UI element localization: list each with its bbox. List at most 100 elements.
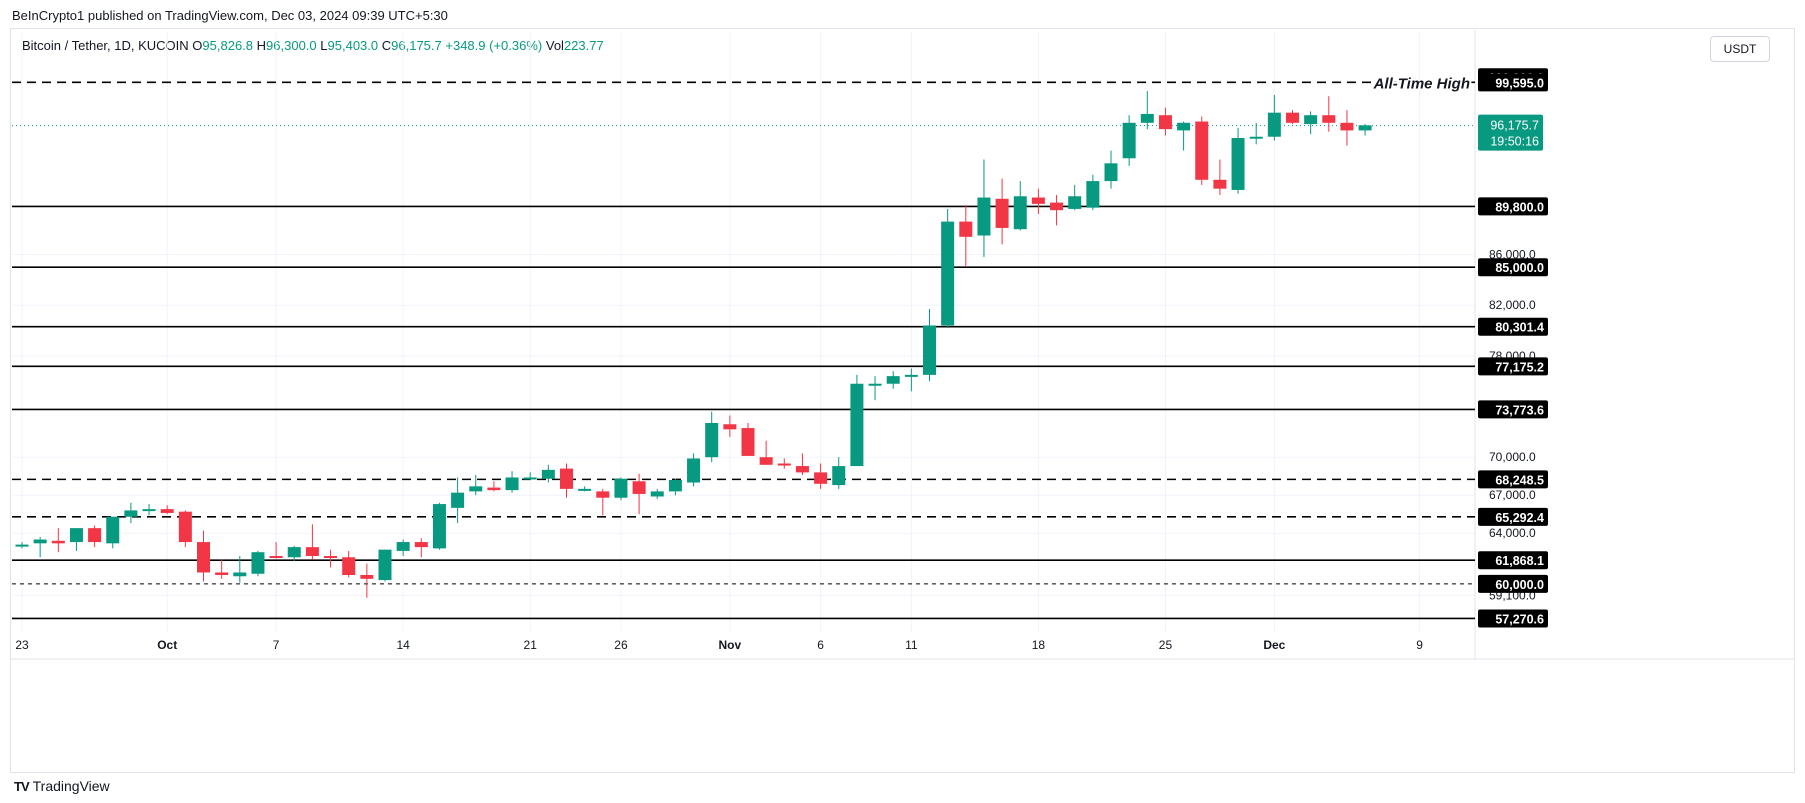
symbol-title[interactable]: Bitcoin / Tether, 1D, KUCOIN <box>22 38 189 53</box>
candle-down[interactable] <box>1213 179 1227 189</box>
candle-up[interactable] <box>578 488 592 491</box>
change-value: +348.9 (+0.36%) <box>445 38 543 53</box>
candle-up[interactable] <box>33 539 47 544</box>
candle-up[interactable] <box>1013 196 1027 230</box>
candle-up[interactable] <box>69 528 83 543</box>
candle-up[interactable] <box>886 376 900 384</box>
candle-up[interactable] <box>505 477 519 491</box>
candle-down[interactable] <box>178 511 192 543</box>
candle-down[interactable] <box>959 221 973 237</box>
candle-up[interactable] <box>1086 181 1100 208</box>
currency-button[interactable]: USDT <box>1710 36 1770 62</box>
tradingview-brand[interactable]: TV TradingView <box>14 778 110 794</box>
candle-down[interactable] <box>197 542 210 573</box>
x-tick-label: 9 <box>1416 638 1423 652</box>
candle-down[interactable] <box>1158 115 1172 130</box>
candle-down[interactable] <box>723 424 737 430</box>
candle-up[interactable] <box>396 542 410 551</box>
y-tick-label: 64,000.0 <box>1489 526 1536 540</box>
candle-down[interactable] <box>795 466 809 473</box>
candle-down[interactable] <box>269 556 283 558</box>
ohlc-legend: Bitcoin / Tether, 1D, KUCOIN O95,826.8 H… <box>22 38 604 53</box>
candle-up[interactable] <box>941 221 955 326</box>
candle-down[interactable] <box>414 542 428 548</box>
candle-up[interactable] <box>432 504 446 549</box>
candle-up[interactable] <box>378 549 392 581</box>
candle-down[interactable] <box>305 547 319 556</box>
level-price-label: 60,000.0 <box>1495 578 1544 592</box>
candle-up[interactable] <box>1068 196 1082 209</box>
candle-down[interactable] <box>88 528 102 543</box>
candle-down[interactable] <box>1050 202 1064 211</box>
candle-down[interactable] <box>215 572 229 575</box>
candle-up[interactable] <box>705 423 719 458</box>
candle-up[interactable] <box>687 458 701 483</box>
all-time-high-annotation: All-Time High <box>1373 75 1470 92</box>
candle-up[interactable] <box>614 478 628 498</box>
candle-up[interactable] <box>1104 163 1118 182</box>
level-price-label: 65,292.4 <box>1495 511 1544 525</box>
open-value: 95,826.8 <box>202 38 254 53</box>
x-tick-label: 25 <box>1159 638 1173 652</box>
x-tick-label: 14 <box>396 638 410 652</box>
level-price-label: 85,000.0 <box>1495 261 1544 275</box>
level-price-tag <box>1478 470 1548 489</box>
candle-up[interactable] <box>1231 138 1245 190</box>
candle-up[interactable] <box>523 477 537 480</box>
candle-up[interactable] <box>124 510 138 517</box>
level-price-tag <box>1478 73 1548 92</box>
candle-up[interactable] <box>106 516 120 544</box>
candle-up[interactable] <box>650 491 664 497</box>
candle-up[interactable] <box>251 552 265 574</box>
candle-down[interactable] <box>814 472 828 484</box>
candle-up[interactable] <box>142 509 156 512</box>
candle-down[interactable] <box>741 428 755 456</box>
candle-up[interactable] <box>15 544 29 547</box>
candle-up[interactable] <box>469 486 483 492</box>
candle-down[interactable] <box>759 457 773 465</box>
candle-up[interactable] <box>1267 112 1281 137</box>
candle-down[interactable] <box>995 198 1009 228</box>
candle-up[interactable] <box>1358 125 1372 131</box>
candle-up[interactable] <box>832 466 846 486</box>
candle-down[interactable] <box>777 463 791 466</box>
candle-down[interactable] <box>1031 197 1045 204</box>
candle-down[interactable] <box>360 575 374 579</box>
candle-up[interactable] <box>1177 122 1191 131</box>
candle-down[interactable] <box>51 540 65 544</box>
candle-down[interactable] <box>342 557 356 575</box>
candle-down[interactable] <box>324 556 338 558</box>
candle-down[interactable] <box>1195 121 1209 180</box>
candle-up[interactable] <box>850 383 864 467</box>
candle-up[interactable] <box>233 572 247 577</box>
candle-down[interactable] <box>560 468 573 489</box>
candle-up[interactable] <box>1122 122 1136 159</box>
x-tick-label: Nov <box>719 638 742 652</box>
candle-up[interactable] <box>923 325 936 375</box>
candle-up[interactable] <box>904 374 918 377</box>
close-value: 96,175.7 <box>391 38 442 53</box>
candle-up[interactable] <box>287 547 301 558</box>
level-price-tag <box>1478 574 1548 593</box>
candle-down[interactable] <box>487 487 501 491</box>
candle-down[interactable] <box>1322 115 1336 123</box>
candle-up[interactable] <box>451 492 465 508</box>
candle-down[interactable] <box>632 481 646 494</box>
candle-up[interactable] <box>1140 113 1154 123</box>
candle-up[interactable] <box>977 197 991 236</box>
candle-up[interactable] <box>541 469 555 479</box>
current-price-tag <box>1478 114 1543 151</box>
candle-down[interactable] <box>160 509 174 513</box>
candle-up[interactable] <box>868 383 882 386</box>
candle-down[interactable] <box>1340 122 1354 131</box>
candle-down[interactable] <box>1286 112 1299 123</box>
volume-label: Vol <box>545 38 564 53</box>
candle-up[interactable] <box>668 480 682 492</box>
candle-up[interactable] <box>1304 115 1318 125</box>
chart-frame <box>10 28 1795 773</box>
candle-up[interactable] <box>1249 136 1263 139</box>
candle-down[interactable] <box>596 491 610 498</box>
level-price-label: 89,800.0 <box>1495 200 1544 214</box>
x-tick-label: 23 <box>15 638 29 652</box>
